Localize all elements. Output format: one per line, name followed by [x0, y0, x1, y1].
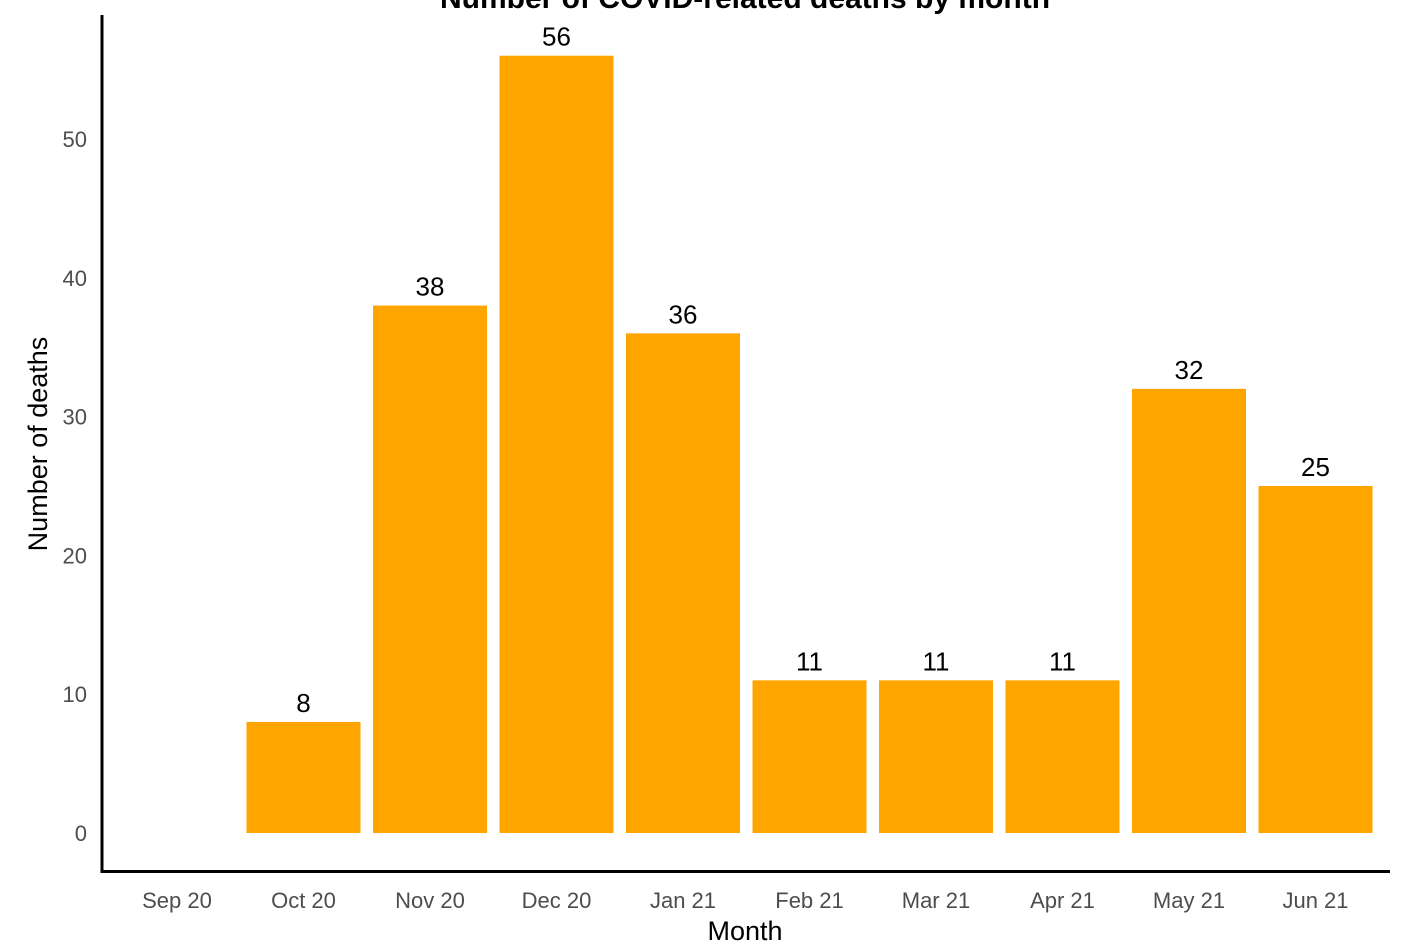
y-tick-label-10: 10 [63, 682, 87, 707]
x-tick-label-apr-21: Apr 21 [1030, 888, 1095, 913]
bar-jan-21 [626, 333, 740, 833]
data-label-jun-21: 25 [1301, 452, 1330, 482]
data-label-jan-21: 36 [669, 299, 698, 329]
x-axis-title: Month [707, 916, 782, 946]
y-tick-label-50: 50 [63, 127, 87, 152]
data-label-apr-21: 11 [1049, 646, 1076, 676]
x-tick-label-mar-21: Mar 21 [902, 888, 970, 913]
x-tick-label-oct-20: Oct 20 [271, 888, 336, 913]
y-axis-title: Number of deaths [23, 337, 53, 552]
bar-feb-21 [752, 680, 867, 833]
x-tick-label-sep-20: Sep 20 [142, 888, 212, 913]
data-label-mar-21: 11 [923, 646, 950, 676]
x-tick-label-may-21: May 21 [1153, 888, 1225, 913]
x-tick-label-nov-20: Nov 20 [395, 888, 465, 913]
bar-nov-20 [373, 305, 487, 833]
bars-group [246, 55, 1373, 834]
x-tick-label-feb-21: Feb 21 [775, 888, 844, 913]
data-label-nov-20: 38 [416, 272, 445, 302]
data-label-may-21: 32 [1175, 355, 1204, 385]
bar-jun-21 [1258, 486, 1373, 833]
x-tick-label-dec-20: Dec 20 [522, 888, 592, 913]
x-axis-ticks: Sep 20 Oct 20 Nov 20 Dec 20 Jan 21 Feb 21 Mar … [142, 888, 1348, 913]
data-label-feb-21: 11 [796, 646, 823, 676]
x-tick-label-jan-21: Jan 21 [650, 888, 716, 913]
bar-dec-20 [499, 55, 614, 834]
bar-may-21 [1132, 388, 1246, 833]
chart-title: Number of COVID-related deaths by month [440, 0, 1050, 15]
data-labels-group: 8 38 56 36 11 11 11 32 25 [296, 22, 1330, 718]
y-axis-ticks: 0 10 20 30 40 50 [63, 127, 87, 846]
bar-apr-21 [1005, 680, 1120, 833]
y-tick-label-20: 20 [63, 543, 87, 568]
y-tick-label-30: 30 [63, 405, 87, 430]
bar-mar-21 [879, 680, 993, 833]
data-label-dec-20: 56 [542, 22, 571, 52]
bar-oct-20 [246, 721, 361, 833]
y-tick-label-0: 0 [75, 821, 87, 846]
y-tick-label-40: 40 [63, 266, 87, 291]
data-label-oct-20: 8 [296, 688, 310, 718]
x-tick-label-jun-21: Jun 21 [1282, 888, 1348, 913]
